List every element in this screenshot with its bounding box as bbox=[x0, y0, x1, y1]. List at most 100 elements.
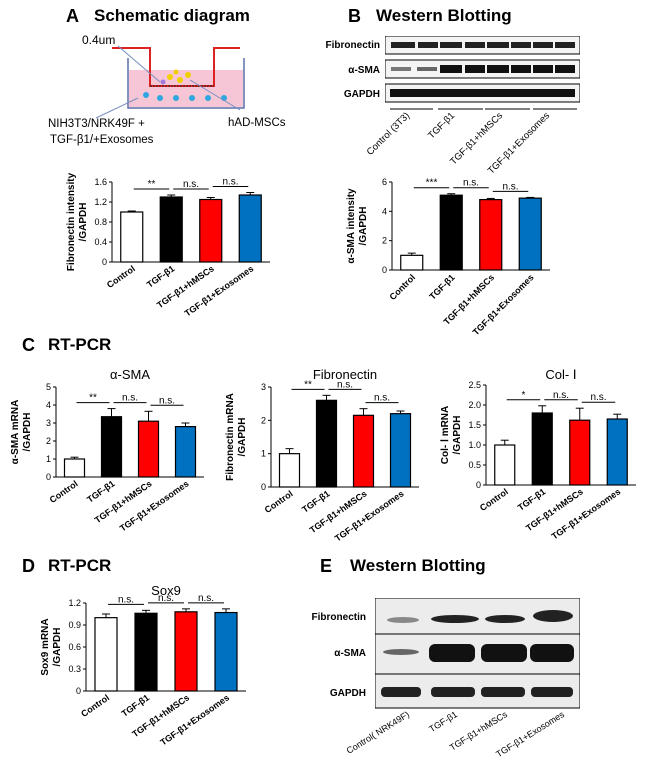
y-tick-label: 4 bbox=[46, 400, 51, 410]
chart-title: Col- Ⅰ bbox=[545, 367, 576, 382]
category-label: TGF-β1 bbox=[427, 272, 456, 301]
bar bbox=[214, 611, 238, 692]
y-tick-label: 0.3 bbox=[68, 664, 81, 674]
significance-label: ** bbox=[148, 179, 156, 190]
significance-label: ** bbox=[304, 379, 312, 390]
wb-e-row-label: GAPDH bbox=[329, 688, 366, 699]
panel-e-title: Western Blotting bbox=[350, 556, 486, 575]
y-axis-label: /GAPDH bbox=[78, 203, 89, 242]
category-label: TGF-β1+Exosomes bbox=[333, 488, 406, 543]
significance-label: n.s. bbox=[183, 179, 199, 190]
bar bbox=[174, 611, 198, 692]
panel-d-title: RT-PCR bbox=[48, 556, 112, 575]
transwell-schematic bbox=[95, 45, 245, 119]
y-tick-label: 1.6 bbox=[94, 177, 107, 187]
bar bbox=[238, 194, 262, 263]
y-tick-label: 0.5 bbox=[468, 460, 481, 470]
panel-b-letter: B bbox=[348, 6, 361, 26]
significance-label: n.s. bbox=[159, 395, 175, 406]
pore-size-label: 0.4um bbox=[82, 33, 116, 47]
y-tick-label: 1 bbox=[261, 449, 266, 459]
y-tick-label: 1.5 bbox=[468, 420, 481, 430]
y-tick-label: 0 bbox=[102, 257, 107, 267]
y-tick-label: 0.8 bbox=[94, 217, 107, 227]
y-tick-label: 0 bbox=[76, 686, 81, 696]
y-tick-label: 3 bbox=[261, 382, 266, 392]
y-tick-label: 1.2 bbox=[68, 598, 81, 608]
wb-row-label: α-SMA bbox=[348, 65, 380, 76]
panel-c-title: RT-PCR bbox=[48, 335, 112, 354]
y-tick-label: 3 bbox=[46, 418, 51, 428]
y-tick-label: 1.0 bbox=[468, 440, 481, 450]
bar bbox=[199, 198, 223, 263]
category-label: TGF-β1 bbox=[516, 486, 548, 512]
bar bbox=[134, 612, 158, 692]
bar bbox=[94, 617, 118, 692]
wb-row-label: GAPDH bbox=[343, 89, 380, 100]
bar bbox=[439, 194, 463, 271]
y-axis-label: /GAPDH bbox=[237, 418, 248, 457]
y-tick-label: 4 bbox=[382, 206, 387, 216]
panel-a-title: Schematic diagram bbox=[94, 6, 250, 25]
category-label: TGF-β1+Exosomes bbox=[158, 692, 231, 747]
chart-title: Fibronectin bbox=[313, 367, 377, 382]
category-label: Control bbox=[48, 478, 80, 505]
insert-label: hAD-MSCs bbox=[228, 117, 286, 129]
category-label: Control bbox=[105, 263, 137, 290]
y-tick-label: 2.0 bbox=[468, 400, 481, 410]
significance-label: ** bbox=[89, 393, 97, 404]
chart-title: Sox9 bbox=[151, 585, 181, 598]
bar bbox=[100, 416, 123, 478]
significance-label: n.s. bbox=[118, 594, 134, 605]
bar bbox=[352, 414, 375, 488]
significance-label: n.s. bbox=[502, 181, 518, 192]
category-label: TGF-β1 bbox=[85, 478, 117, 504]
chart-col1-pcr: Col- Ⅰ 0 0.5 1.0 1.5 2.0 2.5 Col- Ⅰ mRNA/GAPDH C… bbox=[440, 367, 636, 542]
y-axis-label: Fibronectin mRNA bbox=[225, 393, 236, 481]
y-tick-label: 0 bbox=[476, 480, 481, 490]
y-axis-label: Sox9 mRNA bbox=[40, 618, 51, 675]
western-blot-e bbox=[375, 598, 580, 709]
lower-chamber-label-2: TGF-β1/+Exosomes bbox=[50, 134, 154, 146]
significance-label: n.s. bbox=[122, 393, 138, 404]
bar bbox=[63, 458, 86, 478]
y-axis-label: Col- Ⅰ mRNA bbox=[440, 406, 451, 465]
wb-e-row-label: Fibronectin bbox=[311, 612, 366, 623]
bar bbox=[137, 420, 160, 478]
y-axis-label: /GAPDH bbox=[358, 207, 369, 246]
y-axis-label: α-SMA mRNA bbox=[10, 400, 21, 465]
bar bbox=[174, 425, 197, 478]
wb-e-row-label: α-SMA bbox=[334, 648, 366, 659]
category-label: TGF-β1 bbox=[145, 263, 177, 289]
chart-title: α-SMA bbox=[110, 367, 150, 382]
y-tick-label: 2 bbox=[46, 436, 51, 446]
y-axis-label: Fibronectin intensity bbox=[66, 172, 77, 271]
bar bbox=[278, 453, 301, 488]
y-axis-label: /GAPDH bbox=[52, 628, 63, 667]
y-tick-label: 0.4 bbox=[94, 237, 107, 247]
significance-label: n.s. bbox=[337, 379, 353, 390]
bar bbox=[400, 254, 424, 271]
panel-a-letter: A bbox=[66, 6, 79, 26]
panel-d-letter: D bbox=[22, 556, 35, 576]
significance-label: *** bbox=[426, 178, 438, 189]
y-tick-label: 0 bbox=[382, 265, 387, 275]
bar bbox=[569, 419, 591, 486]
wb-e-lane-label: Control( NRK49F) bbox=[345, 710, 411, 756]
bar bbox=[531, 412, 553, 486]
significance-label: n.s. bbox=[222, 177, 238, 188]
significance-label: n.s. bbox=[553, 390, 569, 401]
bar bbox=[159, 196, 183, 263]
bar bbox=[494, 444, 516, 486]
panel-c-letter: C bbox=[22, 335, 35, 355]
bar bbox=[606, 418, 628, 486]
y-tick-label: 2 bbox=[382, 236, 387, 246]
significance-label: n.s. bbox=[463, 178, 479, 189]
category-label: Control bbox=[79, 692, 111, 719]
y-tick-label: 1 bbox=[46, 454, 51, 464]
bar bbox=[518, 197, 542, 271]
category-label: Control bbox=[387, 272, 417, 302]
bar bbox=[389, 413, 412, 488]
y-tick-label: 1.2 bbox=[94, 197, 107, 207]
significance-label: n.s. bbox=[590, 392, 606, 403]
